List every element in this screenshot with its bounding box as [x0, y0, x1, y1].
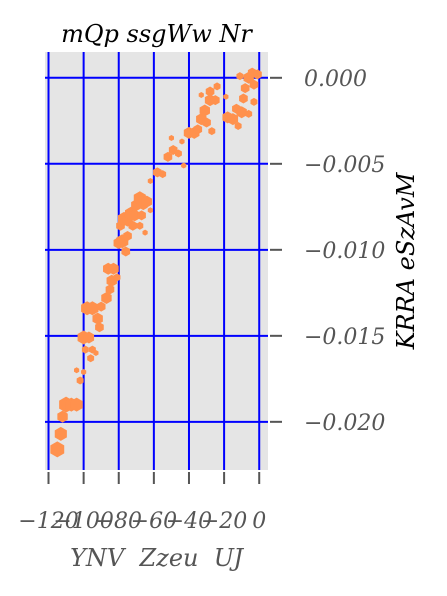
data-point [181, 162, 187, 169]
data-point [101, 291, 112, 304]
data-point [128, 220, 138, 231]
data-point [236, 106, 247, 119]
y-tick-label: −0.020 [304, 411, 385, 436]
data-point [249, 79, 259, 90]
data-point [168, 135, 175, 142]
data-point [81, 345, 89, 354]
data-point [57, 410, 68, 423]
data-point [202, 117, 211, 128]
x-tick-label: −60 [131, 509, 177, 534]
data-point [199, 104, 210, 117]
x-tick-label: −80 [96, 509, 142, 534]
data-point [245, 109, 253, 118]
data-point [198, 92, 204, 98]
data-point [50, 441, 65, 458]
data-point [74, 367, 80, 374]
y-tick-label: −0.005 [304, 153, 385, 178]
data-point [81, 368, 87, 375]
data-point [147, 207, 153, 214]
x-tick-label: −120 [18, 509, 78, 534]
data-point [54, 426, 67, 441]
y-tick-label: 0.000 [304, 67, 367, 92]
data-point [205, 86, 215, 97]
data-point [193, 124, 203, 135]
x-tick-label: −20 [201, 509, 247, 534]
data-point [240, 83, 250, 94]
data-point [234, 121, 242, 130]
data-point [236, 72, 244, 81]
data-point [87, 354, 95, 363]
data-point [113, 273, 121, 282]
data-point [105, 284, 115, 295]
y-axis-label: KRRA eSzAvM [392, 171, 420, 350]
data-point [223, 93, 229, 100]
x-tick-label: 0 [252, 509, 266, 534]
grid-lines [45, 52, 268, 470]
data-point [208, 127, 216, 136]
data-point [174, 149, 182, 158]
data-point [253, 69, 262, 80]
data-point [210, 95, 220, 106]
data-point [142, 229, 148, 236]
data-point [227, 113, 239, 126]
x-axis-label: YNV Zzeu UJ [70, 544, 244, 572]
data-point [147, 178, 153, 185]
data-point [108, 262, 119, 275]
x-axis: −120−100−80−60−40−20 0 [18, 472, 266, 534]
data-point [95, 322, 104, 333]
y-tick-label: −0.015 [304, 325, 385, 350]
data-point [250, 97, 258, 106]
data-point [136, 221, 144, 230]
data-point [163, 151, 173, 162]
x-tick-label: −100 [53, 509, 113, 534]
x-tick-label: −40 [166, 509, 212, 534]
data-point [96, 301, 106, 312]
data-point [123, 231, 132, 242]
y-tick-label: −0.010 [304, 239, 385, 264]
data-points [50, 67, 262, 458]
data-point [93, 350, 99, 357]
data-point [141, 195, 153, 208]
data-point [83, 331, 95, 344]
data-point [137, 210, 146, 221]
y-axis: 0.000 −0.005 −0.010 −0.015 −0.020 [270, 67, 385, 436]
chart-title: mQp ssgWw Nr [61, 20, 253, 48]
data-point [213, 82, 221, 91]
data-point [76, 376, 84, 385]
data-point [86, 301, 99, 316]
data-point [239, 93, 248, 104]
data-point [121, 246, 131, 257]
data-point [129, 209, 140, 222]
data-point [159, 170, 167, 179]
data-point [179, 138, 185, 145]
data-point [70, 397, 83, 412]
data-point [92, 312, 103, 325]
